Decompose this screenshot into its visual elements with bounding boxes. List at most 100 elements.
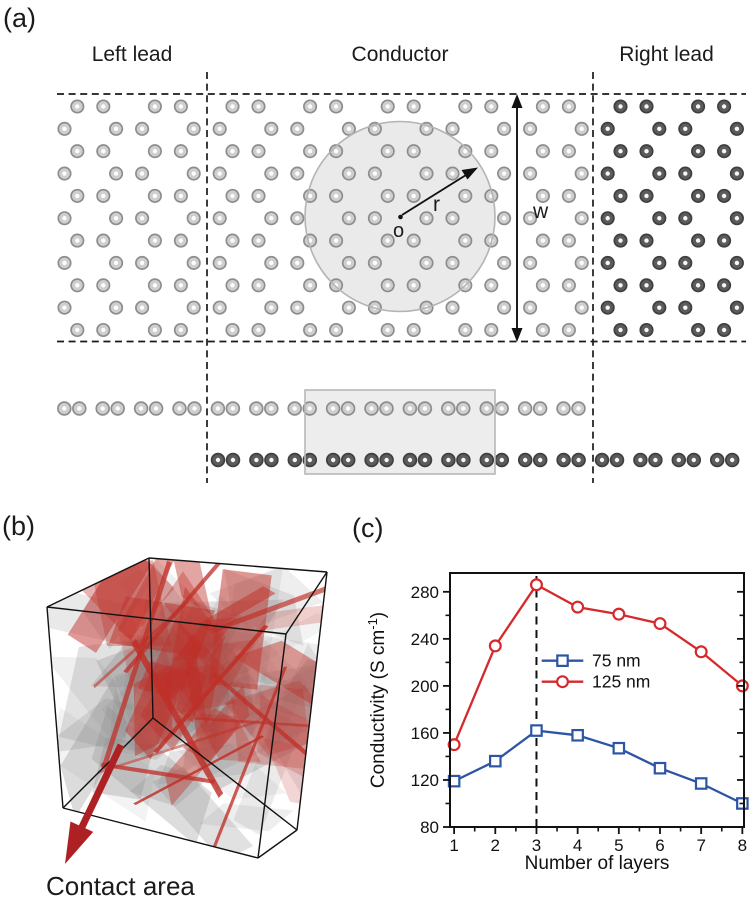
lattice-atom-highlight [217,216,222,221]
lattice-atom-highlight [411,104,416,109]
x-tick-label: 2 [491,836,500,855]
lattice-atom-highlight [191,126,196,132]
flake-gray [56,698,206,760]
data-point-marker [447,774,461,788]
lattice-atom-highlight [346,171,352,176]
lattice-atom-highlight [269,260,274,266]
radius-arrow-shaft [401,171,471,216]
lattice-atom-highlight [644,149,649,154]
lattice-atom-highlight [217,171,222,176]
series-line-125nm [453,583,744,746]
lattice-atom-highlight [269,305,274,310]
lattice-atom-highlight [540,283,546,288]
cube-edge [148,557,154,719]
lattice-atom-highlight [576,406,581,411]
lattice-atom-highlight [369,406,374,411]
data-point-marker [653,761,667,775]
lattice-atom-highlight [217,305,222,310]
lattice-atom-highlight [269,216,274,221]
lattice-atom-highlight [345,406,351,411]
y-axis-title-main: Conductivity (S cm [368,630,389,788]
lattice-atom-highlight [217,126,222,132]
width-arrow-head-up [511,94,523,108]
y-tick-label: 80 [420,818,439,837]
lattice-atom-highlight [75,283,80,288]
x-tick-label: 1 [449,836,458,855]
lattice-atom-highlight [734,126,740,132]
lattice-atom-highlight [101,238,106,243]
lattice-atom-highlight [230,193,235,199]
lattice-atom-highlight [307,457,312,463]
panel-b-canvas [46,557,328,864]
x-tick-label: 7 [696,836,705,855]
lattice-atom-highlight [138,406,144,411]
lattice-atom-highlight [653,457,658,463]
lattice-atom-highlight [372,171,378,176]
data-point-marker [653,617,667,631]
flake-gray [60,677,129,818]
lattice-atom-highlight [191,216,196,221]
data-point-marker [694,777,708,790]
data-point-marker [556,675,570,689]
flake-red [140,632,225,751]
flake-gray [122,649,221,749]
lattice-atom-highlight [62,216,67,221]
legend-label: 75 nm [592,651,641,671]
lattice-atom-highlight [561,457,566,463]
lattice-atom-highlight [605,171,610,176]
y-axis-title: Conductivity (S cm-1) [365,612,389,788]
lattice-atom-highlight [638,457,643,463]
contact-arrow-shaft [78,743,125,829]
lattice-atom-highlight [599,457,605,463]
lattice-atom-highlight [566,327,572,333]
flake-red [175,662,207,723]
cube-edge [62,717,154,809]
lattice-atom-highlight [501,260,507,266]
plot-frame [449,572,745,828]
data-point-marker [556,654,569,667]
lattice-atom-highlight [256,238,261,243]
lattice-atom-highlight [75,193,80,199]
lattice-atom-highlight [369,457,374,463]
flake-gray [47,578,142,649]
flake-red [162,571,227,667]
lattice-atom-highlight [422,457,428,463]
data-point-marker [447,738,461,752]
lattice-atom-highlight [333,238,339,243]
lattice-atom-highlight [178,283,184,288]
lattice-atom-highlight [384,406,389,411]
contact-area-caption: Contact area [46,871,195,901]
lattice-atom-highlight [346,126,352,132]
flake-red-streak [93,599,190,689]
lattice-atom-highlight [561,406,566,411]
flake-red [67,558,152,653]
lattice-atom-highlight [100,406,105,411]
lattice-atom-highlight [113,171,119,176]
lattice-atom-highlight [178,238,184,243]
data-point-marker [488,754,502,768]
lattice-atom-highlight [691,457,696,463]
lattice-atom-highlight [734,171,740,176]
lattice-atom-highlight [75,238,80,243]
flake-gray [47,656,172,751]
panel-c-canvas: 80 120 160 200 240 280 1 2 3 4 5 6 7 8 Number of layer… [365,572,749,874]
flake-gray [153,723,287,800]
lattice-atom-highlight [566,193,572,199]
data-point-marker [571,600,585,614]
lattice-atom-highlight [75,149,80,154]
lattice-atom-highlight [446,406,451,411]
lattice-atom-highlight [62,260,67,266]
lattice-atom-highlight [113,216,119,221]
radius-annotation: r [433,193,440,216]
lattice-atom-highlight [101,283,106,288]
flake-red [193,713,262,763]
lattice-atom-highlight [333,149,339,154]
lattice-atom-highlight [331,457,336,463]
y-tick-label: 200 [411,677,439,696]
x-tick-label: 3 [532,836,541,855]
lattice-atom-highlight [62,171,67,176]
lattice-atom-highlight [256,283,261,288]
lattice-atom-highlight [152,283,158,288]
lattice-atom-highlight [295,171,300,176]
y-tick-label: 160 [411,724,439,743]
